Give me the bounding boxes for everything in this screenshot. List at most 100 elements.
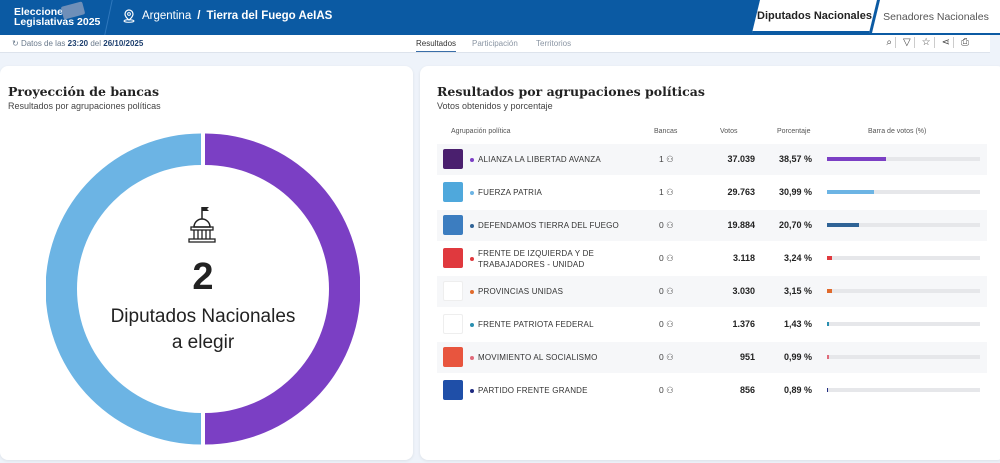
- votes-value: 29.763: [727, 187, 755, 197]
- col-bar: Barra de votos (%): [868, 128, 927, 135]
- donut-segment-libertad-avanza[interactable]: [205, 133, 360, 445]
- col-votes: Votos: [720, 128, 738, 135]
- star-icon[interactable]: ☆: [919, 37, 935, 48]
- table-row[interactable]: FRENTE DE IZQUIERDA Y DE TRABAJADORES - …: [437, 243, 987, 274]
- crumb-country[interactable]: Argentina: [142, 10, 192, 22]
- congress-icon: [188, 207, 216, 243]
- party-color-dot: [470, 289, 474, 294]
- data-timestamp: ↻ Datos de las 23:20 del 26/10/2025: [12, 39, 144, 48]
- print-icon[interactable]: ⎙: [961, 37, 969, 48]
- party-color-dot: [470, 223, 474, 228]
- votes-value: 3.118: [732, 253, 755, 263]
- seats-count: 2: [192, 256, 214, 298]
- party-name: ALIANZA LA LIBERTAD AVANZA: [478, 155, 601, 164]
- party-name-cell: DEFENDAMOS TIERRA DEL FUEGO: [470, 210, 620, 241]
- percent-value: 38,57 %: [778, 154, 812, 164]
- party-color-dot: [470, 157, 474, 162]
- col-seats: Bancas: [654, 128, 678, 135]
- crumb-region: Tierra del Fuego AeIAS: [206, 10, 333, 22]
- seats-value: 1: [659, 187, 664, 197]
- votes-value: 19.884: [727, 220, 755, 230]
- nav-resultados[interactable]: Resultados: [416, 39, 457, 52]
- elections-logo[interactable]: Elecciones Legislativas 2025: [14, 1, 101, 28]
- party-logo: [443, 215, 463, 235]
- percent-value: 30,99 %: [778, 187, 812, 197]
- table-row[interactable]: FRENTE PATRIOTA FEDERAL 0 ⚇ 1.376 1,43 %: [437, 309, 987, 340]
- seats-value: 0: [659, 352, 664, 362]
- party-logo: [443, 248, 463, 268]
- votes-value: 856: [739, 385, 755, 395]
- vote-bar-track: [827, 322, 980, 326]
- party-color-dot: [470, 190, 474, 195]
- table-row[interactable]: ALIANZA LA LIBERTAD AVANZA 1 ⚇ 37.039 38…: [437, 144, 987, 175]
- seats-subtitle: Resultados por agrupaciones políticas: [8, 101, 161, 111]
- percent-value: 3,15 %: [783, 286, 812, 296]
- party-name-cell: PARTIDO FRENTE GRANDE: [470, 375, 620, 406]
- seats-value: 0: [659, 385, 664, 395]
- seats-title: Proyección de bancas: [8, 84, 160, 99]
- vote-bar-track: [827, 355, 980, 359]
- seats-value: 0: [659, 220, 664, 230]
- filter-icon[interactable]: ▽: [900, 37, 915, 48]
- breadcrumb[interactable]: Argentina / Tierra del Fuego AeIAS: [122, 9, 332, 23]
- person-icon: ⚇: [666, 154, 674, 164]
- seats-cell: 1 ⚇: [659, 154, 674, 165]
- party-name: PROVINCIAS UNIDAS: [478, 287, 564, 296]
- date-mid: del: [90, 39, 102, 48]
- table-row[interactable]: MOVIMIENTO AL SOCIALISMO 0 ⚇ 951 0,99 %: [437, 342, 987, 373]
- vote-bar-track: [827, 388, 980, 392]
- table-row[interactable]: DEFENDAMOS TIERRA DEL FUEGO 0 ⚇ 19.884 2…: [437, 210, 987, 241]
- party-name-cell: FRENTE DE IZQUIERDA Y DE TRABAJADORES - …: [470, 243, 620, 274]
- person-icon: ⚇: [666, 187, 674, 197]
- party-logo: [443, 347, 463, 367]
- seats-value: 1: [659, 154, 664, 164]
- tab-diputados[interactable]: Diputados Nacionales: [752, 0, 877, 33]
- seats-cell: 0 ⚇: [659, 220, 674, 231]
- vote-bar-fill: [827, 256, 832, 260]
- tab-senadores[interactable]: Senadores Nacionales: [872, 0, 1000, 33]
- search-icon[interactable]: ⌕: [883, 37, 896, 48]
- seats-cell: 0 ⚇: [659, 253, 674, 264]
- party-logo: [443, 182, 463, 202]
- votes-value: 37.039: [727, 154, 755, 164]
- party-name-cell: PROVINCIAS UNIDAS: [470, 276, 620, 307]
- nav-participacion[interactable]: Participación: [472, 39, 518, 48]
- vote-bar-fill: [827, 223, 859, 227]
- nav-territorios[interactable]: Territorios: [536, 39, 572, 48]
- party-logo: [443, 149, 463, 169]
- votes-value: 3.030: [732, 286, 755, 296]
- vote-bar-track: [827, 157, 980, 161]
- table-row[interactable]: PARTIDO FRENTE GRANDE 0 ⚇ 856 0,89 %: [437, 375, 987, 406]
- share-icon[interactable]: ⋖: [939, 37, 954, 48]
- donut-segment-fuerza-patria[interactable]: [46, 133, 201, 445]
- seats-value: 0: [659, 253, 664, 263]
- party-name: FUERZA PATRIA: [478, 188, 543, 197]
- votes-value: 951: [739, 352, 755, 362]
- vote-bar-fill: [827, 289, 832, 293]
- party-name-cell: MOVIMIENTO AL SOCIALISMO: [470, 342, 620, 373]
- vote-bar-track: [827, 289, 980, 293]
- person-icon: ⚇: [666, 253, 674, 263]
- party-color-dot: [470, 388, 474, 393]
- votes-value: 1.376: [732, 319, 755, 329]
- party-name: MOVIMIENTO AL SOCIALISMO: [478, 353, 598, 362]
- col-percent: Porcentaje: [777, 128, 811, 135]
- vote-bar-fill: [827, 157, 886, 161]
- results-title: Resultados por agrupaciones políticas: [437, 84, 705, 99]
- table-row[interactable]: FUERZA PATRIA 1 ⚇ 29.763 30,99 %: [437, 177, 987, 208]
- percent-value: 0,99 %: [783, 352, 812, 362]
- vote-bar-fill: [827, 355, 829, 359]
- divider: [104, 0, 113, 35]
- vote-bar-track: [827, 223, 980, 227]
- party-name-cell: FRENTE PATRIOTA FEDERAL: [470, 309, 620, 340]
- party-color-dot: [470, 355, 474, 360]
- vote-bar-track: [827, 190, 980, 194]
- percent-value: 1,43 %: [783, 319, 812, 329]
- seats-cell: 0 ⚇: [659, 286, 674, 297]
- party-color-dot: [470, 322, 474, 327]
- vote-bar-fill: [827, 388, 829, 392]
- seats-value: 0: [659, 286, 664, 296]
- table-row[interactable]: PROVINCIAS UNIDAS 0 ⚇ 3.030 3,15 %: [437, 276, 987, 307]
- party-color-dot: [470, 256, 474, 261]
- logo-line2: Legislativas 2025: [14, 16, 101, 28]
